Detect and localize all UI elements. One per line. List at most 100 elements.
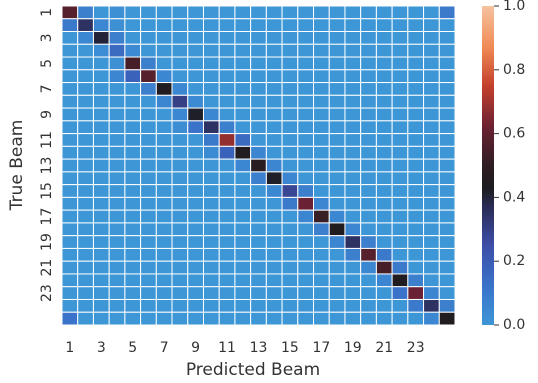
heatmap-cell <box>392 159 408 172</box>
heatmap-cell <box>141 108 157 121</box>
heatmap-cell <box>282 261 298 274</box>
heatmap-cell <box>188 223 204 236</box>
heatmap-cell <box>376 6 392 19</box>
heatmap-cell <box>219 134 235 147</box>
heatmap-cell <box>235 248 251 261</box>
heatmap-cell <box>219 159 235 172</box>
heatmap-cell <box>93 57 109 70</box>
heatmap-cell <box>298 197 314 210</box>
heatmap-cell <box>424 6 440 19</box>
heatmap-cell <box>314 32 330 45</box>
heatmap-cell <box>251 312 267 325</box>
heatmap-cell <box>376 312 392 325</box>
heatmap-cell <box>345 19 361 32</box>
heatmap-cell <box>188 108 204 121</box>
heatmap-cell <box>408 172 424 185</box>
heatmap-cell <box>329 274 345 287</box>
heatmap-cell <box>78 70 94 83</box>
y-tick-label: 17 <box>39 208 55 226</box>
heatmap-cell <box>408 108 424 121</box>
heatmap-cell <box>298 95 314 108</box>
heatmap-cell <box>266 223 282 236</box>
heatmap-cell <box>188 197 204 210</box>
heatmap-cell <box>298 19 314 32</box>
heatmap-cell <box>78 248 94 261</box>
heatmap-cell <box>345 159 361 172</box>
heatmap-cell <box>424 261 440 274</box>
heatmap-cell <box>376 83 392 96</box>
heatmap-cell <box>329 44 345 57</box>
heatmap-cell <box>62 44 78 57</box>
heatmap-cell <box>188 95 204 108</box>
heatmap-cell <box>109 197 125 210</box>
heatmap-cell <box>298 223 314 236</box>
heatmap-cell <box>314 223 330 236</box>
heatmap-cell <box>251 44 267 57</box>
heatmap-cell <box>203 287 219 300</box>
heatmap-cell <box>408 274 424 287</box>
heatmap-cell <box>361 32 377 45</box>
heatmap-cell <box>141 197 157 210</box>
heatmap-cell <box>408 146 424 159</box>
heatmap-cell <box>408 83 424 96</box>
heatmap-cell <box>141 83 157 96</box>
heatmap-cell <box>282 146 298 159</box>
heatmap-cell <box>109 146 125 159</box>
heatmap-cell <box>392 134 408 147</box>
heatmap-cell <box>156 134 172 147</box>
heatmap-cell <box>282 6 298 19</box>
heatmap-cell <box>172 146 188 159</box>
heatmap-cell <box>251 274 267 287</box>
heatmap-cell <box>93 299 109 312</box>
heatmap-cell <box>219 172 235 185</box>
heatmap-cell <box>314 236 330 249</box>
heatmap-cell <box>125 210 141 223</box>
heatmap-cell <box>62 57 78 70</box>
heatmap-cell <box>392 299 408 312</box>
heatmap-cell <box>361 274 377 287</box>
x-tick-label: 13 <box>250 340 268 356</box>
heatmap-cell <box>188 70 204 83</box>
heatmap-cell <box>424 236 440 249</box>
heatmap-cell <box>203 159 219 172</box>
heatmap-cell <box>141 312 157 325</box>
heatmap-cell <box>172 210 188 223</box>
heatmap-cell <box>329 312 345 325</box>
heatmap-cell <box>235 159 251 172</box>
heatmap-cell <box>361 6 377 19</box>
heatmap-cell <box>188 146 204 159</box>
heatmap-cell <box>125 19 141 32</box>
heatmap-cell <box>172 32 188 45</box>
heatmap-cell <box>235 185 251 198</box>
heatmap-cell <box>376 172 392 185</box>
heatmap-cell <box>424 83 440 96</box>
heatmap-cell <box>314 197 330 210</box>
heatmap-cell <box>314 108 330 121</box>
heatmap-cell <box>172 134 188 147</box>
heatmap-cell <box>109 44 125 57</box>
heatmap-cell <box>235 121 251 134</box>
heatmap-cell <box>125 95 141 108</box>
heatmap-cell <box>188 57 204 70</box>
heatmap-cell <box>109 70 125 83</box>
heatmap-cell <box>298 121 314 134</box>
heatmap-cell <box>203 248 219 261</box>
heatmap-cell <box>78 121 94 134</box>
heatmap-cell <box>266 134 282 147</box>
heatmap-cell <box>361 210 377 223</box>
heatmap-cell <box>282 172 298 185</box>
heatmap-cell <box>282 159 298 172</box>
heatmap-cell <box>188 236 204 249</box>
heatmap-cell <box>361 248 377 261</box>
heatmap-cell <box>235 108 251 121</box>
colorbar-tick-label: 0.0 <box>503 317 525 333</box>
heatmap-cell <box>376 223 392 236</box>
heatmap-cell <box>93 146 109 159</box>
heatmap-cell <box>439 146 455 159</box>
y-tick-label: 9 <box>39 110 55 119</box>
heatmap-cell <box>424 121 440 134</box>
heatmap-cell <box>235 312 251 325</box>
heatmap-cell <box>141 95 157 108</box>
heatmap-cell <box>93 185 109 198</box>
heatmap-cell <box>266 312 282 325</box>
